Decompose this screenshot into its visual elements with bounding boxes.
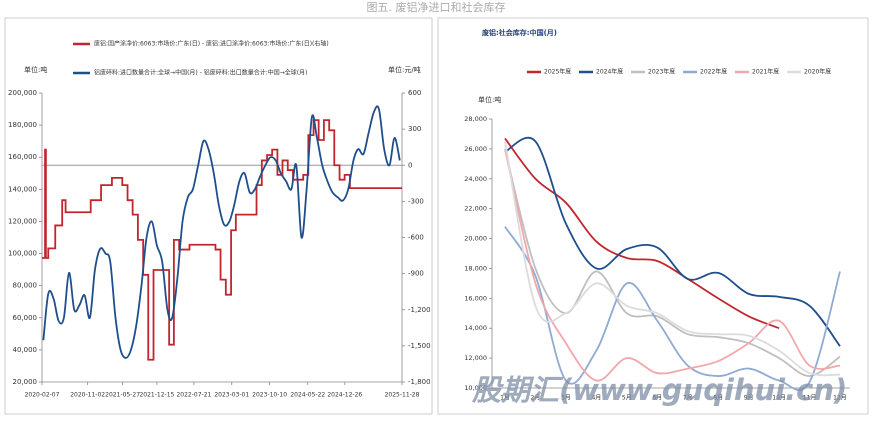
left-panel bbox=[4, 17, 433, 415]
x-tick-label: 2025-11-28 bbox=[385, 392, 420, 399]
series-line bbox=[504, 226, 841, 392]
series-line bbox=[504, 148, 841, 377]
series-line bbox=[42, 119, 402, 361]
legend-label: 废铝:国产涂净价:6063:市场价:广东(日) - 废铝:进口涂净价:6063:… bbox=[94, 40, 329, 48]
legend-label: 2023年度 bbox=[648, 68, 675, 76]
legend-label: 2021年度 bbox=[752, 68, 779, 76]
y-tick-label: 28,000 bbox=[464, 115, 487, 123]
y2-tick-label: 300 bbox=[408, 125, 421, 133]
x-tick-label: 3月 bbox=[561, 395, 571, 402]
y-tick-label: 40,000 bbox=[13, 346, 38, 354]
series-line bbox=[504, 137, 780, 330]
x-tick-label: 2020-02-07 bbox=[25, 392, 60, 399]
y2-tick-label: 600 bbox=[408, 89, 421, 97]
x-tick-label: 2024-12-26 bbox=[327, 392, 362, 399]
y2-tick-label: -300 bbox=[408, 197, 424, 205]
y-tick-label: 80,000 bbox=[13, 282, 38, 290]
charts: 20,000 40,000 60,000 80,000 100,000 120,000 14… bbox=[8, 28, 850, 402]
legend-label: 铝废碎料:进口数量合计:全球→中国(月) - 铝废碎料:出口数量合计:中国→全球… bbox=[94, 69, 308, 77]
legend-label: 2025年度 bbox=[544, 68, 571, 76]
x-tick-label: 2022-07-21 bbox=[176, 392, 211, 399]
x-tick-label: 2023-03-01 bbox=[214, 392, 249, 399]
legend-label: 2020年度 bbox=[804, 68, 831, 76]
series-line bbox=[504, 141, 841, 377]
y2-tick-label: -1,200 bbox=[408, 306, 431, 314]
x-tick-label: 12月 bbox=[833, 395, 847, 402]
y-tick-label: 180,000 bbox=[8, 121, 37, 129]
y-tick-label: 20,000 bbox=[13, 378, 38, 386]
y-tick-label: 14,000 bbox=[464, 324, 487, 332]
y-tick-label: 18,000 bbox=[464, 264, 487, 272]
y-tick-label: 60,000 bbox=[13, 314, 38, 322]
x-tick-label: 2021-05-27 bbox=[105, 392, 140, 399]
watermark: 股期汇(www.guqihui.cn) bbox=[471, 373, 847, 407]
y-tick-label: 20,000 bbox=[464, 235, 487, 243]
x-tick-label: 1月 bbox=[500, 395, 510, 402]
y-tick-label: 160,000 bbox=[8, 153, 37, 161]
y-axis-label: 单位:吨 bbox=[24, 65, 47, 74]
y2-tick-label: -600 bbox=[408, 234, 424, 242]
x-tick-label: 2月 bbox=[531, 395, 541, 402]
legend-label: 2024年度 bbox=[596, 68, 623, 76]
x-tick-label: 2021-12-15 bbox=[139, 392, 174, 399]
x-tick-label: 2023-10-10 bbox=[252, 392, 287, 399]
x-tick-label: 8月 bbox=[713, 395, 723, 402]
x-tick-label: 4月 bbox=[591, 395, 601, 402]
x-tick-label: 10月 bbox=[772, 395, 786, 402]
y-axis-label: 单位:吨 bbox=[478, 95, 501, 104]
y-tick-label: 12,000 bbox=[464, 354, 487, 362]
series-line bbox=[42, 105, 401, 359]
x-tick-label: 11月 bbox=[803, 395, 817, 402]
figure-title: 图五. 废铝净进口和社会库存 bbox=[367, 0, 506, 14]
x-tick-label: 6月 bbox=[652, 395, 662, 402]
legend-label: 2022年度 bbox=[700, 68, 727, 76]
y2-tick-label: -1,800 bbox=[408, 378, 431, 386]
y-tick-label: 24,000 bbox=[464, 175, 487, 183]
x-tick-label: 9月 bbox=[744, 395, 754, 402]
y-tick-label: 140,000 bbox=[8, 185, 37, 193]
x-tick-label: 2024-05-22 bbox=[290, 392, 325, 399]
x-tick-label: 7月 bbox=[683, 395, 693, 402]
x-tick-label: 2020-11-02 bbox=[70, 392, 105, 399]
y-tick-label: 26,000 bbox=[464, 145, 487, 153]
chart-title: 废铝:社会库存:中国(月) bbox=[482, 28, 557, 37]
y-tick-label: 10,000 bbox=[464, 384, 487, 392]
x-tick-label: 5月 bbox=[622, 395, 632, 402]
y-tick-label: 120,000 bbox=[8, 217, 37, 225]
y2-axis-label: 单位:元/吨 bbox=[388, 65, 421, 74]
y-tick-label: 16,000 bbox=[464, 294, 487, 302]
y-tick-label: 200,000 bbox=[8, 89, 37, 97]
series-line bbox=[504, 148, 841, 382]
y2-tick-label: -1,500 bbox=[408, 342, 431, 350]
y-tick-label: 100,000 bbox=[8, 250, 37, 258]
y2-tick-label: -900 bbox=[408, 270, 424, 278]
y-tick-label: 22,000 bbox=[464, 205, 487, 213]
series-line bbox=[504, 136, 841, 347]
right-panel bbox=[437, 17, 869, 415]
y2-tick-label: 0 bbox=[408, 161, 412, 169]
